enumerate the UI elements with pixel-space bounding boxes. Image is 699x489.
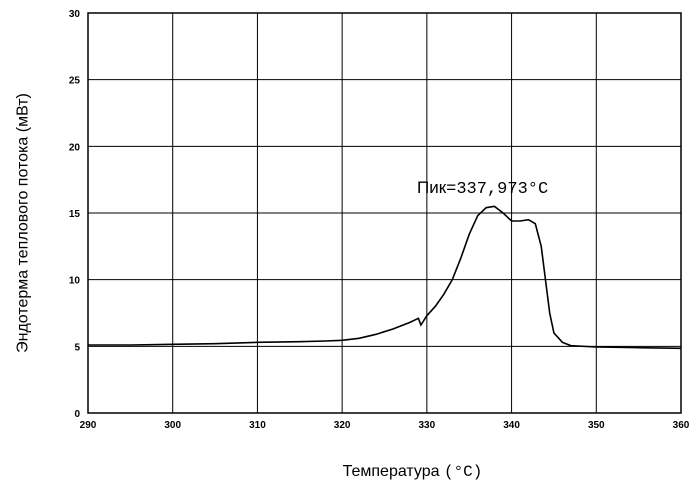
- y-tick-label: 25: [69, 76, 81, 87]
- grid-lines: [87, 12, 682, 414]
- x-tick-label: 330: [419, 420, 436, 431]
- peak-annotation-label: Пик: [417, 178, 447, 197]
- x-tick-label: 350: [588, 420, 605, 431]
- y-tick-label: 0: [74, 409, 80, 420]
- peak-annotation: Пик=337,973°C: [417, 178, 548, 199]
- x-axis-label-text: Температура: [343, 463, 440, 480]
- x-axis-label-unit: (°C): [444, 463, 482, 481]
- series-line-heat-flow: [88, 205, 682, 350]
- x-tick-label: 320: [334, 420, 351, 431]
- y-tick-label: 20: [69, 142, 81, 153]
- y-tick-label: 5: [74, 342, 80, 353]
- plot-frame: [87, 12, 682, 414]
- x-axis-label: Температура (°C): [343, 463, 483, 481]
- x-tick-label: 360: [673, 420, 690, 431]
- peak-annotation-value: =337,973°C: [446, 180, 548, 199]
- y-axis-label: Эндотерма теплового потока (мВт): [15, 93, 32, 353]
- x-tick-label: 310: [249, 420, 266, 431]
- x-tick-label: 340: [503, 420, 520, 431]
- tick-labels: 290 300 310 320 330 340 350 360 0 5 10 15 20 25 30: [69, 9, 690, 431]
- x-tick-label: 300: [164, 420, 181, 431]
- y-tick-label: 10: [69, 276, 81, 287]
- y-tick-label: 15: [69, 209, 81, 220]
- y-tick-label: 30: [69, 9, 81, 20]
- x-tick-label: 290: [80, 420, 97, 431]
